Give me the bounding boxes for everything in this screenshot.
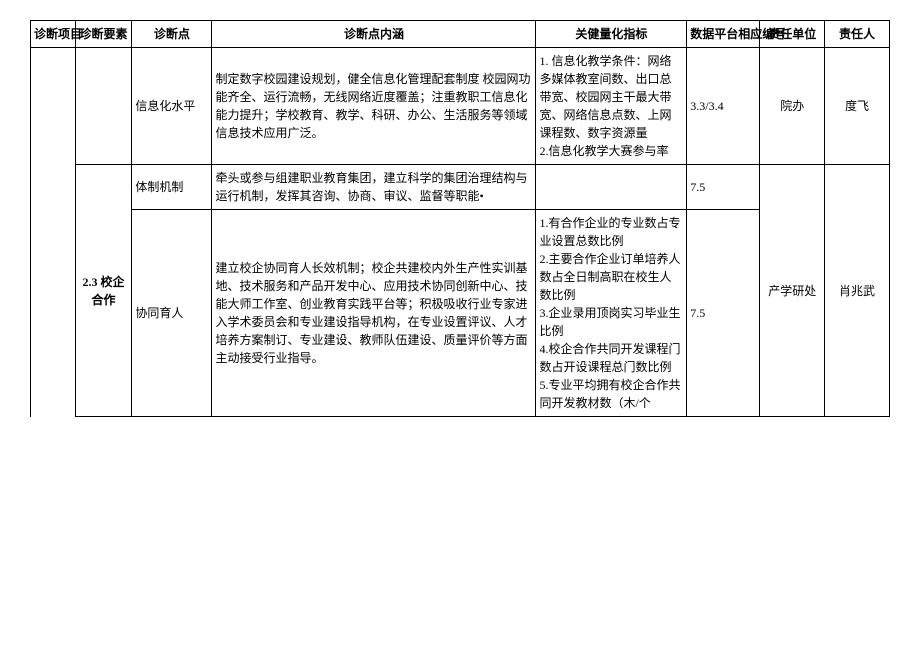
header-row: 诊断项目 珍断要素 诊断点 诊断点内涵 关健量化指标 数据平台相应编号 责任单位… (31, 21, 890, 48)
table-row: 信息化水平 制定数字校园建设规划，健全信息化管理配套制度 校园网功能齐全、运行流… (31, 48, 890, 165)
indicator-cell: 1. 信息化教学条件：网络多媒体教室间数、出口总带宽、校园网主干最大带宽、网络信… (536, 48, 687, 165)
table-row: 2.3 校企合作 体制机制 牵头或参与组建职业教育集团，建立科学的集团治理结构与… (31, 165, 890, 210)
indicator-cell (536, 165, 687, 210)
unit-cell: 院办 (760, 48, 825, 165)
project-cell (31, 48, 76, 417)
content-cell: 牵头或参与组建职业教育集团，建立科学的集团治理结构与运行机制，发挥其咨询、协商、… (212, 165, 536, 210)
unit-cell: 产学研处 (760, 165, 825, 417)
person-cell: 肖兆武 (825, 165, 890, 417)
point-cell: 信息化水平 (132, 48, 212, 165)
header-indicator: 关健量化指标 (536, 21, 687, 48)
content-cell: 制定数字校园建设规划，健全信息化管理配套制度 校园网功能齐全、运行流畅，无线网络… (212, 48, 536, 165)
diagnosis-table: 诊断项目 珍断要素 诊断点 诊断点内涵 关健量化指标 数据平台相应编号 责任单位… (30, 20, 890, 417)
header-point: 诊断点 (132, 21, 212, 48)
number-cell: 3.3/3.4 (687, 48, 760, 165)
header-project: 诊断项目 (31, 21, 76, 48)
element-cell: 2.3 校企合作 (75, 165, 132, 417)
point-cell: 体制机制 (132, 165, 212, 210)
element-cell (75, 48, 132, 165)
number-cell: 7.5 (687, 210, 760, 417)
number-cell: 7.5 (687, 165, 760, 210)
person-cell: 度飞 (825, 48, 890, 165)
content-cell: 建立校企协同育人长效机制；校企共建校内外生产性实训基地、技术服务和产品开发中心、… (212, 210, 536, 417)
header-person: 责任人 (825, 21, 890, 48)
indicator-cell: 1.有合作企业的专业数占专业设置总数比例 2.主要合作企业订单培养人数占全日制高… (536, 210, 687, 417)
header-content: 诊断点内涵 (212, 21, 536, 48)
header-number: 数据平台相应编号 (687, 21, 760, 48)
header-element: 珍断要素 (75, 21, 132, 48)
point-cell: 协同育人 (132, 210, 212, 417)
header-unit: 责任单位 (760, 21, 825, 48)
